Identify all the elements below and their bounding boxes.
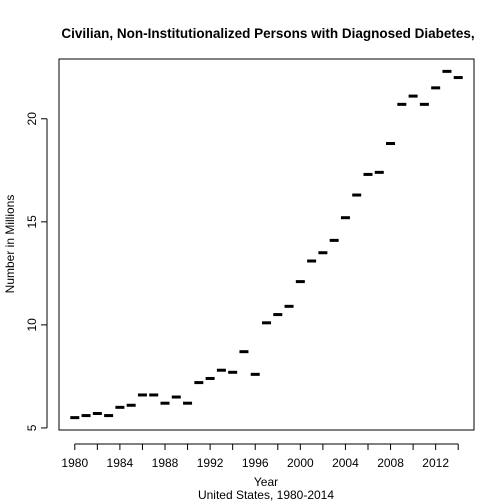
x-tick-label: 2000 [287,456,314,470]
x-tick-label: 1992 [197,456,224,470]
x-axis-label: Year [254,475,278,489]
x-tick-label: 1988 [152,456,179,470]
y-axis: 5 10 15 20 [25,112,48,431]
data-points [70,69,463,420]
x-tick-label: 1980 [61,456,88,470]
x-tick-label: 2008 [377,456,404,470]
x-axis: 1980 1984 1988 1992 1996 2000 2004 2008 2012 [61,443,459,470]
x-tick-label: 2012 [422,456,449,470]
x-axis-sublabel: United States, 1980-2014 [198,488,334,502]
chart-title: Civilian, Non-Institutionalized Persons … [61,26,474,41]
y-axis-label: Number in Millions [3,195,17,294]
x-tick-label: 1996 [242,456,269,470]
y-tick-label: 20 [25,112,39,126]
x-tick-label: 2004 [332,456,359,470]
y-tick-label: 10 [25,318,39,332]
y-tick-label: 5 [25,424,39,431]
plot-frame [58,58,475,431]
y-tick-label: 15 [25,215,39,229]
x-tick-label: 1984 [107,456,134,470]
